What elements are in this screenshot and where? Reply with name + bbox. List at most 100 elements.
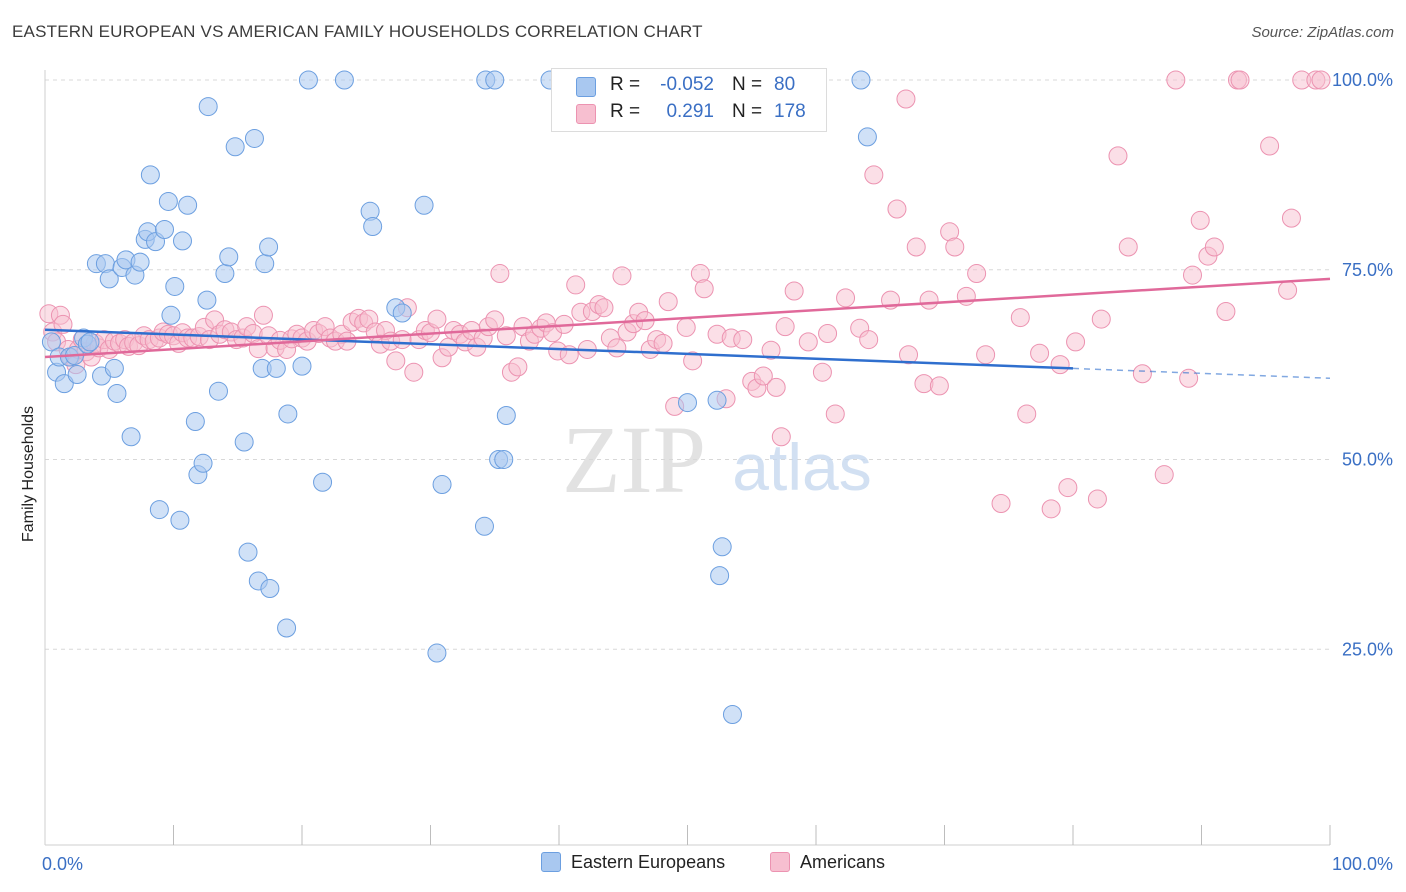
american-point <box>887 199 907 219</box>
eastern-european-point <box>99 269 119 289</box>
eastern-european-point <box>363 216 383 236</box>
eastern-european-point <box>104 358 124 378</box>
correlation-legend: R = -0.052 N = 80 R = 0.291 N = 178 <box>551 68 827 132</box>
american-point <box>676 317 696 337</box>
eastern-european-point <box>707 390 727 410</box>
eastern-european-point <box>185 412 205 432</box>
eastern-european-point <box>266 358 286 378</box>
american-point <box>566 275 586 295</box>
eastern-european-point <box>225 137 245 157</box>
eastern-european-point <box>857 127 877 147</box>
y-tick-label: 100.0% <box>1332 70 1393 90</box>
american-point <box>1204 237 1224 257</box>
eastern-european-point <box>292 356 312 376</box>
tick-labels-layer: 25.0% 50.0% 75.0% 100.0% 0.0% 100.0% <box>42 70 1393 874</box>
legend-item-eastern-europeans: Eastern Europeans <box>541 852 725 873</box>
eastern-european-point <box>722 705 742 725</box>
eastern-european-point <box>260 579 280 599</box>
american-point <box>1190 210 1210 230</box>
american-point <box>1041 499 1061 519</box>
american-point <box>1066 332 1086 352</box>
american-point <box>427 309 447 329</box>
eastern-europeans-trend-line <box>44 328 1074 370</box>
american-point <box>1183 265 1203 285</box>
eastern-european-point <box>496 405 516 425</box>
eastern-european-point <box>474 516 494 536</box>
american-point <box>485 310 505 330</box>
american-point <box>1118 237 1138 257</box>
eastern-european-point <box>494 450 514 469</box>
american-point <box>906 237 926 257</box>
american-point <box>496 326 516 346</box>
eastern-european-point <box>161 305 181 325</box>
x-tick-label: 100.0% <box>1332 854 1393 874</box>
american-point <box>1166 70 1186 90</box>
eastern-european-point <box>678 393 697 413</box>
watermark-zip: ZIP <box>562 406 706 513</box>
n-label: N = <box>732 74 763 95</box>
legend-item-americans: Americans <box>770 852 885 873</box>
eastern-european-point <box>158 191 178 211</box>
eastern-european-point <box>107 383 127 403</box>
american-point <box>1154 465 1174 485</box>
axes-layer <box>44 70 1331 846</box>
american-point <box>694 279 714 299</box>
american-point <box>1091 309 1111 329</box>
american-point <box>1087 489 1107 509</box>
eastern-european-point <box>149 500 169 520</box>
eastern-european-point <box>414 195 434 215</box>
american-point <box>818 324 838 344</box>
american-point <box>1179 368 1199 388</box>
points-layer <box>39 70 1331 725</box>
american-point <box>929 376 949 396</box>
y-tick-label: 25.0% <box>1342 639 1393 659</box>
eastern-european-point <box>197 290 217 310</box>
eastern-european-point <box>219 247 239 267</box>
eastern-european-point <box>198 97 218 117</box>
american-point <box>253 305 273 325</box>
american-point <box>976 345 996 365</box>
r-label: R = <box>610 101 641 122</box>
eastern-european-point <box>432 475 452 495</box>
legend-row-eastern-europeans: R = -0.052 N = 80 <box>552 74 826 102</box>
eastern-european-point <box>313 472 333 492</box>
eastern-european-point <box>712 537 732 557</box>
eastern-european-point <box>130 252 150 272</box>
american-point <box>761 340 781 360</box>
eastern-european-point <box>234 432 254 452</box>
american-point <box>1132 364 1152 384</box>
american-point <box>1030 343 1050 363</box>
american-point <box>766 377 786 397</box>
american-point <box>1311 70 1331 90</box>
american-point <box>864 165 884 185</box>
american-point <box>1278 280 1298 300</box>
american-point <box>798 332 818 352</box>
n-value: 80 <box>774 74 796 95</box>
american-point <box>896 89 916 109</box>
y-tick-label: 50.0% <box>1342 450 1393 470</box>
american-point <box>825 404 845 424</box>
american-point <box>1017 404 1037 424</box>
eastern-european-point <box>427 643 447 663</box>
american-point <box>1058 478 1078 498</box>
chart-title: EASTERN EUROPEAN VS AMERICAN FAMILY HOUS… <box>12 22 703 41</box>
eastern-european-point <box>140 165 160 185</box>
american-point <box>653 333 673 353</box>
legend-label: Americans <box>800 852 886 872</box>
american-point <box>1050 355 1070 375</box>
american-point <box>812 362 832 382</box>
american-point <box>612 266 632 286</box>
watermark-atlas: atlas <box>732 430 871 504</box>
y-axis-label: Family Households <box>20 405 37 542</box>
eastern-european-point <box>485 70 505 90</box>
source-label: Source: ZipAtlas.com <box>1251 24 1394 41</box>
eastern-european-point <box>278 404 298 424</box>
american-point <box>1230 70 1250 90</box>
american-point <box>1010 308 1030 328</box>
legend-label: Eastern Europeans <box>571 852 726 872</box>
eastern-european-point <box>238 542 258 562</box>
american-point <box>392 330 412 350</box>
american-point <box>967 264 987 284</box>
americans-trend-line <box>44 277 1331 359</box>
